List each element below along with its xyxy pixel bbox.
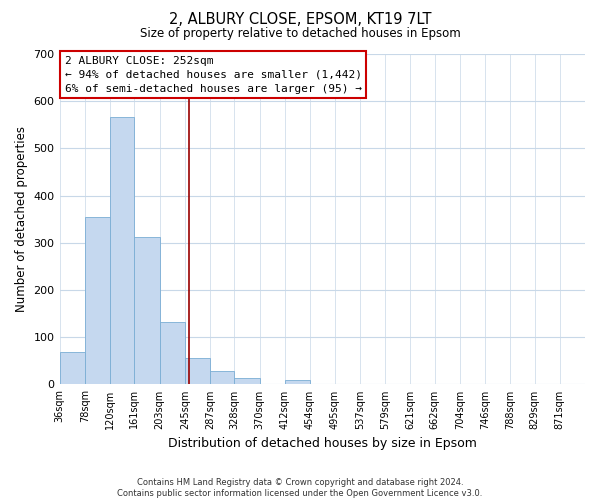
Text: Size of property relative to detached houses in Epsom: Size of property relative to detached ho… xyxy=(140,28,460,40)
Bar xyxy=(210,371,235,384)
Text: 2, ALBURY CLOSE, EPSOM, KT19 7LT: 2, ALBURY CLOSE, EPSOM, KT19 7LT xyxy=(169,12,431,28)
Text: Contains HM Land Registry data © Crown copyright and database right 2024.
Contai: Contains HM Land Registry data © Crown c… xyxy=(118,478,482,498)
Bar xyxy=(134,237,160,384)
Bar xyxy=(85,217,110,384)
Text: 2 ALBURY CLOSE: 252sqm
← 94% of detached houses are smaller (1,442)
6% of semi-d: 2 ALBURY CLOSE: 252sqm ← 94% of detached… xyxy=(65,56,362,94)
X-axis label: Distribution of detached houses by size in Epsom: Distribution of detached houses by size … xyxy=(168,437,477,450)
Bar xyxy=(285,380,310,384)
Bar xyxy=(59,352,85,384)
Bar xyxy=(110,117,134,384)
Bar xyxy=(235,378,260,384)
Bar xyxy=(185,358,210,384)
Bar xyxy=(160,322,185,384)
Y-axis label: Number of detached properties: Number of detached properties xyxy=(15,126,28,312)
